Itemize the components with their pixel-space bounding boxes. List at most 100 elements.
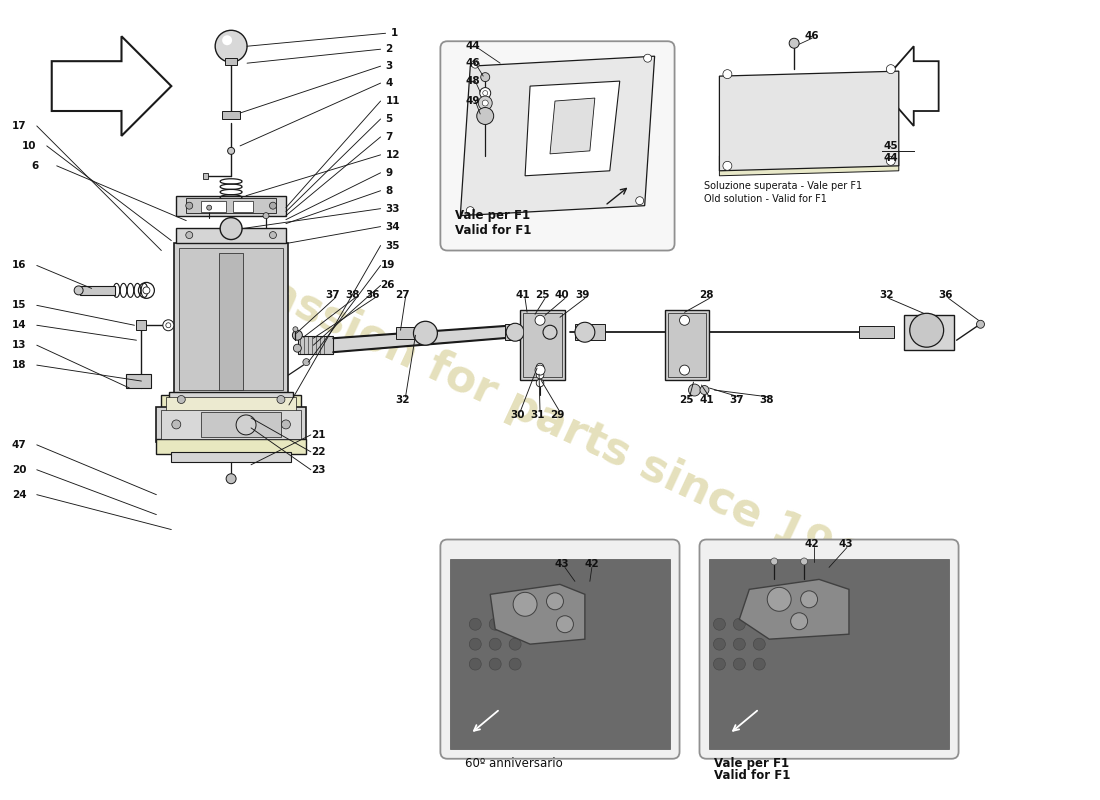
Bar xyxy=(201,201,227,212)
Text: 42: 42 xyxy=(804,539,818,550)
Circle shape xyxy=(476,107,494,125)
Circle shape xyxy=(714,658,725,670)
Circle shape xyxy=(414,322,438,345)
Polygon shape xyxy=(719,71,899,170)
Bar xyxy=(520,310,565,380)
Text: 28: 28 xyxy=(700,290,714,300)
Text: 38: 38 xyxy=(759,395,773,405)
Text: 27: 27 xyxy=(396,290,410,300)
Circle shape xyxy=(509,638,521,650)
Bar xyxy=(168,392,294,407)
Circle shape xyxy=(74,286,84,295)
Circle shape xyxy=(470,618,481,630)
Circle shape xyxy=(734,638,746,650)
Circle shape xyxy=(466,206,474,214)
Text: 60º anniversario: 60º anniversario xyxy=(465,758,563,770)
Circle shape xyxy=(222,35,232,46)
Circle shape xyxy=(490,618,502,630)
Bar xyxy=(222,111,240,119)
FancyBboxPatch shape xyxy=(440,42,674,250)
Polygon shape xyxy=(52,36,172,136)
Text: 38: 38 xyxy=(345,290,360,300)
Text: 37: 37 xyxy=(729,395,744,405)
Polygon shape xyxy=(333,326,515,352)
Text: 34: 34 xyxy=(386,222,400,232)
Bar xyxy=(176,228,286,242)
Polygon shape xyxy=(879,46,938,126)
Bar xyxy=(710,559,948,749)
Circle shape xyxy=(227,474,236,484)
Circle shape xyxy=(557,616,573,633)
Circle shape xyxy=(767,587,791,611)
Circle shape xyxy=(789,38,799,48)
Polygon shape xyxy=(550,98,595,154)
Text: 40: 40 xyxy=(556,290,570,300)
Bar xyxy=(233,201,253,212)
Circle shape xyxy=(771,558,778,565)
Circle shape xyxy=(139,282,154,298)
Bar xyxy=(156,407,306,442)
Text: 36: 36 xyxy=(938,290,953,300)
Circle shape xyxy=(536,379,543,387)
Text: 35: 35 xyxy=(386,241,400,250)
Circle shape xyxy=(723,162,732,170)
Circle shape xyxy=(480,87,491,98)
Text: 25: 25 xyxy=(680,395,694,405)
Circle shape xyxy=(186,202,192,209)
Circle shape xyxy=(483,90,487,95)
Text: Vale per F1: Vale per F1 xyxy=(455,209,530,222)
Bar xyxy=(172,452,290,462)
Bar xyxy=(204,173,208,178)
Text: 33: 33 xyxy=(386,204,400,214)
Bar xyxy=(136,320,146,330)
Text: 46: 46 xyxy=(804,31,818,42)
Text: passion for parts since 196: passion for parts since 196 xyxy=(232,257,868,583)
Bar xyxy=(524,314,562,377)
Circle shape xyxy=(575,322,595,342)
Circle shape xyxy=(754,658,766,670)
Circle shape xyxy=(470,658,481,670)
Text: 5: 5 xyxy=(386,114,393,124)
Circle shape xyxy=(734,618,746,630)
Text: 44: 44 xyxy=(465,42,480,51)
Text: 2: 2 xyxy=(386,44,393,54)
Text: 49: 49 xyxy=(465,96,480,106)
Circle shape xyxy=(490,658,502,670)
Bar xyxy=(505,324,525,340)
Text: 17: 17 xyxy=(12,121,26,131)
Text: 9: 9 xyxy=(386,168,393,178)
Text: Vale per F1: Vale per F1 xyxy=(714,758,790,770)
Bar xyxy=(668,314,706,377)
Circle shape xyxy=(791,613,807,630)
Circle shape xyxy=(535,365,544,375)
Text: 43: 43 xyxy=(556,559,570,570)
Text: 39: 39 xyxy=(575,290,590,300)
Circle shape xyxy=(293,330,303,340)
Text: 25: 25 xyxy=(535,290,550,300)
Circle shape xyxy=(186,231,192,238)
Bar xyxy=(79,286,114,295)
Circle shape xyxy=(277,395,285,403)
Text: Soluzione superata - Vale per F1: Soluzione superata - Vale per F1 xyxy=(704,181,862,190)
Circle shape xyxy=(700,386,708,394)
Circle shape xyxy=(177,395,185,403)
Text: 22: 22 xyxy=(311,447,326,457)
Text: 48: 48 xyxy=(465,76,480,86)
Circle shape xyxy=(270,202,276,209)
Text: 12: 12 xyxy=(386,150,400,160)
Polygon shape xyxy=(739,579,849,639)
Bar xyxy=(176,196,286,216)
FancyBboxPatch shape xyxy=(440,539,680,758)
Circle shape xyxy=(887,65,895,74)
Circle shape xyxy=(490,638,502,650)
Circle shape xyxy=(754,618,766,630)
Circle shape xyxy=(754,638,766,650)
Text: 15: 15 xyxy=(12,300,26,310)
Text: 26: 26 xyxy=(381,280,395,290)
Text: 46: 46 xyxy=(465,58,480,68)
Circle shape xyxy=(481,73,490,82)
Circle shape xyxy=(270,231,276,238)
Bar xyxy=(859,326,894,338)
Bar xyxy=(162,395,301,417)
Text: 42: 42 xyxy=(585,559,600,570)
